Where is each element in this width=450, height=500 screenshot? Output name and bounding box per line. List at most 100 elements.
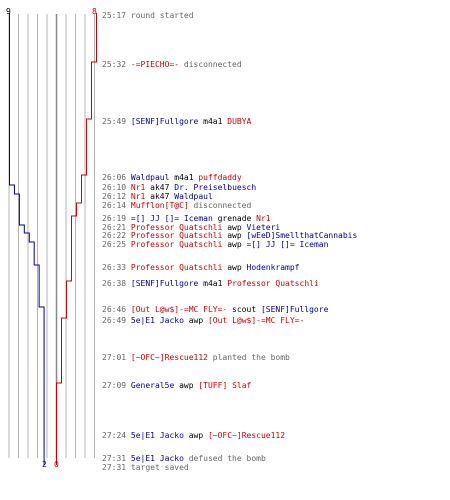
event-time: 27:31 [102, 454, 131, 463]
player-name-red: DUBYA [227, 117, 252, 126]
event-row: 26:38 [SENF]Fullgore m4a1 Professor Quat… [102, 279, 319, 288]
player-name-red: puffdaddy [198, 173, 242, 182]
event-text: m4a1 [198, 279, 228, 288]
players-alive-graph [8, 13, 97, 465]
event-time: 27:09 [102, 381, 131, 390]
event-row: 26:46 [Out L@w$]-=MC FLY=- scout [SENF]F… [102, 305, 328, 314]
event-row: 25:17 round started [102, 11, 194, 20]
player-name-blue: [SENF]Fullgore [130, 117, 199, 126]
event-text: awp [183, 431, 208, 440]
player-name-red: -=PIECHO=- [130, 60, 180, 69]
player-name-blue: Hodenkrampf [246, 263, 300, 272]
event-row: 27:31 5e|E1 Jacko defused the bomb [102, 454, 266, 463]
event-text: target saved [130, 463, 189, 472]
player-name-blue: Dr. Preiselbuesch [174, 183, 257, 192]
event-text: grenade [212, 214, 257, 223]
blue-team-end-count: 2 [42, 460, 47, 469]
event-row: 26:33 Professor Quatschli awp Hodenkramp… [102, 263, 300, 272]
event-time: 26:38 [102, 279, 131, 288]
event-time: 26:46 [102, 305, 131, 314]
event-text: scout [227, 305, 261, 314]
player-name-red: Nr1 [256, 214, 271, 223]
event-text: awp [222, 223, 247, 232]
event-row: 26:14 Mufflon[T@C] disconnected [102, 201, 251, 210]
event-time: 26:14 [102, 201, 131, 210]
event-time: 26:33 [102, 263, 131, 272]
event-time: 27:01 [102, 353, 131, 362]
red-team-alive-line [56, 13, 97, 465]
player-name-red: Professor Quatschli [130, 263, 223, 272]
event-row: 25:32 -=PIECHO=- disconnected [102, 60, 242, 69]
event-row: 27:31 target saved [102, 463, 189, 472]
player-name-red: [Out L@w$]-=MC FLY=- [207, 316, 305, 325]
event-row: 26:21 Professor Quatschli awp Vieteri [102, 223, 280, 232]
player-name-blue: Waldpaul [130, 173, 170, 182]
event-row: 25:49 [SENF]Fullgore m4a1 DUBYA [102, 117, 251, 126]
event-text: awp [222, 240, 247, 249]
player-name-blue: =[] JJ []= Iceman [130, 214, 213, 223]
event-time: 26:49 [102, 316, 131, 325]
player-name-blue: General5e [130, 381, 175, 390]
event-row: 26:19 =[] JJ []= Iceman grenade Nr1 [102, 214, 271, 223]
event-text: awp [174, 381, 199, 390]
event-row: 26:49 5e|E1 Jacko awp [Out L@w$]-=MC FLY… [102, 316, 304, 325]
player-name-blue: Waldpaul [174, 192, 213, 201]
event-row: 27:09 General5e awp [TUFF] Slaf [102, 381, 251, 390]
event-text: ak47 [145, 183, 175, 192]
event-time: 26:10 [102, 183, 131, 192]
event-row: 27:01 [~OFC~]Rescue112 planted the bomb [102, 353, 290, 362]
event-time: 26:21 [102, 223, 131, 232]
event-text: round started [130, 11, 194, 20]
event-row: 26:22 Professor Quatschli awp [wEeD]Smel… [102, 231, 357, 240]
player-name-blue: [SENF]Fullgore [130, 279, 199, 288]
blue-team-start-count: 9 [6, 7, 11, 16]
player-name-red: [~OFC~]Rescue112 [207, 431, 286, 440]
event-row: 26:06 Waldpaul m4a1 puffdaddy [102, 173, 242, 182]
event-text: awp [222, 231, 247, 240]
event-time: 26:19 [102, 214, 131, 223]
player-name-red: Mufflon[T@C] [130, 201, 189, 210]
event-time: 26:12 [102, 192, 131, 201]
player-name-blue: 5e|E1 Jacko [130, 431, 184, 440]
red-team-end-count: 0 [54, 460, 59, 469]
player-name-red: Professor Quatschli [130, 240, 223, 249]
event-text: ak47 [145, 192, 175, 201]
event-row: 26:12 Nr1 ak47 Waldpaul [102, 192, 213, 201]
event-time: 25:32 [102, 60, 131, 69]
event-text: awp [183, 316, 208, 325]
player-name-blue: [SENF]Fullgore [260, 305, 329, 314]
event-time: 27:31 [102, 463, 131, 472]
event-time: 25:49 [102, 117, 131, 126]
player-name-red: Nr1 [130, 183, 146, 192]
event-row: 26:25 Professor Quatschli awp =[] JJ []=… [102, 240, 328, 249]
event-row: 26:10 Nr1 ak47 Dr. Preiselbuesch [102, 183, 256, 192]
player-name-red: [Out L@w$]-=MC FLY=- [130, 305, 228, 314]
event-text: defused the bomb [183, 454, 266, 463]
player-name-red: Professor Quatschli [130, 231, 223, 240]
blue-team-alive-line [9, 13, 45, 465]
event-time: 26:22 [102, 231, 131, 240]
red-team-start-count: 8 [92, 7, 97, 16]
player-name-red: Professor Quatschli [227, 279, 319, 288]
event-text: disconnected [188, 201, 252, 210]
player-name-blue: =[] JJ []= Iceman [246, 240, 329, 249]
event-time: 25:17 [102, 11, 131, 20]
event-time: 26:06 [102, 173, 131, 182]
event-time: 27:24 [102, 431, 131, 440]
event-text: awp [222, 263, 247, 272]
player-name-blue: Vieteri [246, 223, 281, 232]
player-name-blue: 5e|E1 Jacko [130, 454, 184, 463]
player-name-blue: 5e|E1 Jacko [130, 316, 184, 325]
event-text: planted the bomb [207, 353, 290, 362]
event-time: 26:25 [102, 240, 131, 249]
event-text: disconnected [179, 60, 242, 69]
player-name-red: [~OFC~]Rescue112 [130, 353, 208, 362]
player-name-blue: [wEeD]SmellthatCannabis [246, 231, 358, 240]
player-name-red: Nr1 [130, 192, 146, 201]
player-name-red: Professor Quatschli [130, 223, 223, 232]
player-name-red: [TUFF] Slaf [198, 381, 252, 390]
event-text: m4a1 [169, 173, 199, 182]
event-text: m4a1 [198, 117, 228, 126]
event-row: 27:24 5e|E1 Jacko awp [~OFC~]Rescue112 [102, 431, 285, 440]
